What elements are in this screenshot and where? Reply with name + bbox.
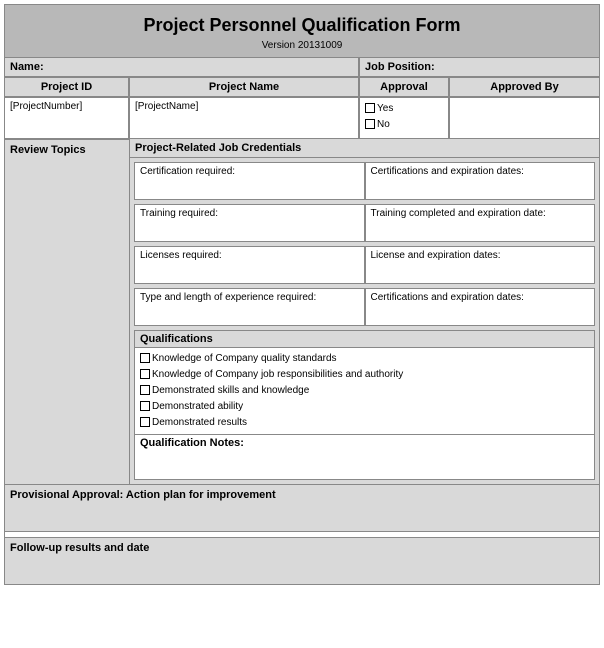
cert-exp: Certifications and expiration dates: (365, 162, 596, 200)
credentials-header: Project-Related Job Credentials (130, 139, 599, 158)
training-completed: Training completed and expiration date: (365, 204, 596, 242)
qual-label: Demonstrated results (152, 417, 247, 428)
form-version: Version 20131009 (5, 40, 599, 51)
provisional-approval: Provisional Approval: Action plan for im… (5, 484, 599, 532)
job-position-label: Job Position: (359, 58, 599, 77)
cert-exp2: Certifications and expiration dates: (365, 288, 596, 326)
experience-required: Type and length of experience required: (134, 288, 365, 326)
name-label: Name: (5, 58, 359, 77)
project-id-header: Project ID (5, 77, 129, 97)
checkbox-icon (140, 401, 150, 411)
approval-cell: Yes No (359, 97, 449, 139)
training-required: Training required: (134, 204, 365, 242)
license-exp: License and expiration dates: (365, 246, 596, 284)
credentials-grid: Certification required: Certifications a… (134, 158, 595, 326)
checkbox-icon (365, 119, 375, 129)
checkbox-icon (365, 103, 375, 113)
project-name-header: Project Name (129, 77, 359, 97)
checkbox-icon (140, 417, 150, 427)
licenses-required: Licenses required: (134, 246, 365, 284)
form-container: Project Personnel Qualification Form Ver… (4, 4, 600, 585)
qual-item[interactable]: Demonstrated skills and knowledge (140, 383, 589, 399)
name-position-row: Name: Job Position: (5, 58, 599, 77)
followup-results: Follow-up results and date (5, 537, 599, 584)
body-row: Review Topics Project-Related Job Creden… (5, 139, 599, 484)
approval-no[interactable]: No (365, 117, 443, 133)
review-topics-label: Review Topics (5, 139, 129, 484)
approval-yes[interactable]: Yes (365, 101, 443, 117)
project-name-value: [ProjectName] (129, 97, 359, 139)
qualifications-header: Qualifications (134, 330, 595, 348)
qual-item[interactable]: Demonstrated results (140, 415, 589, 431)
qual-label: Knowledge of Company quality standards (152, 353, 337, 364)
checkbox-icon (140, 353, 150, 363)
form-title: Project Personnel Qualification Form (5, 15, 599, 36)
qual-label: Knowledge of Company job responsibilitie… (152, 369, 403, 380)
checkbox-icon (140, 369, 150, 379)
qual-item[interactable]: Demonstrated ability (140, 399, 589, 415)
data-row: [ProjectNumber] [ProjectName] Yes No (5, 97, 599, 139)
approved-by-header: Approved By (449, 77, 599, 97)
column-headers-row: Project ID Project Name Approval Approve… (5, 77, 599, 97)
checkbox-icon (140, 385, 150, 395)
qualifications-list: Knowledge of Company quality standards K… (134, 348, 595, 435)
qualification-notes: Qualification Notes: (134, 435, 595, 480)
title-block: Project Personnel Qualification Form Ver… (5, 5, 599, 58)
approval-header: Approval (359, 77, 449, 97)
project-id-value: [ProjectNumber] (5, 97, 129, 139)
approved-by-value (449, 97, 599, 139)
no-label: No (377, 119, 390, 130)
cert-required: Certification required: (134, 162, 365, 200)
body-right: Project-Related Job Credentials Certific… (129, 139, 599, 484)
qual-item[interactable]: Knowledge of Company job responsibilitie… (140, 367, 589, 383)
yes-label: Yes (377, 103, 393, 114)
qual-label: Demonstrated ability (152, 401, 243, 412)
qual-label: Demonstrated skills and knowledge (152, 385, 309, 396)
qual-item[interactable]: Knowledge of Company quality standards (140, 351, 589, 367)
